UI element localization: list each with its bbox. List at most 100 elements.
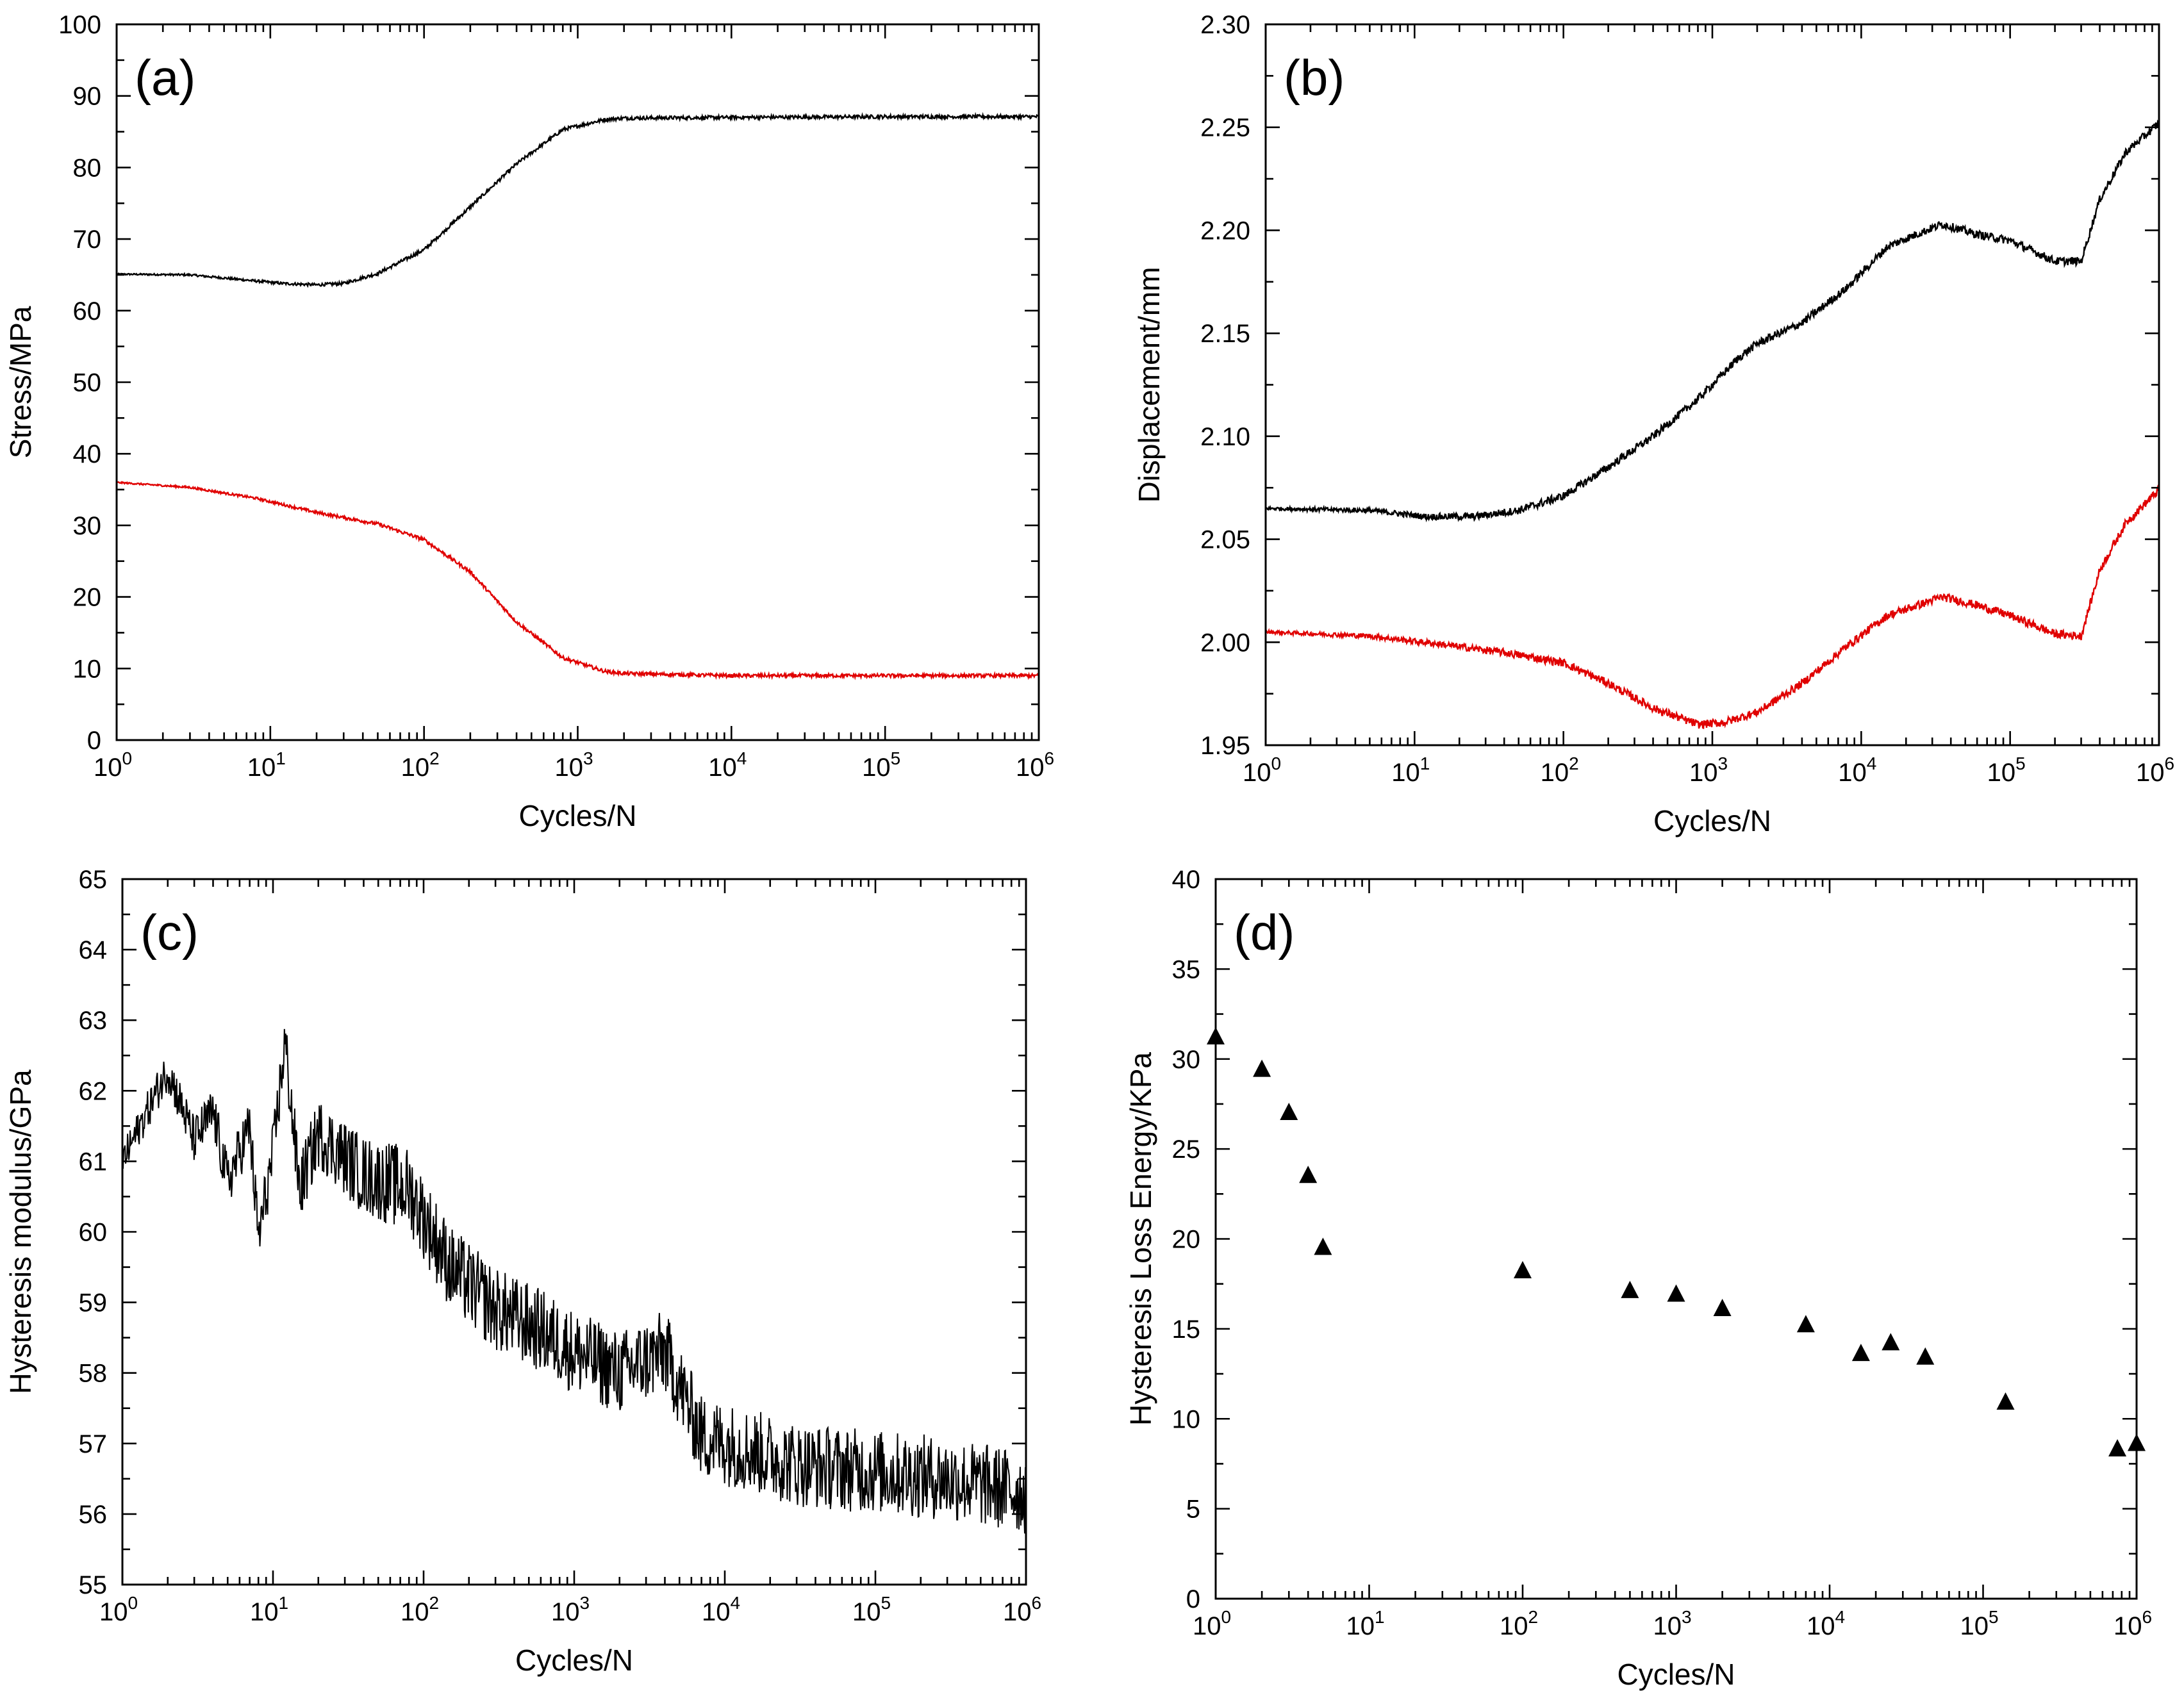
y-tick-label: 50 [73, 369, 102, 397]
x-tick-label: 106 [1003, 1593, 1041, 1626]
x-tick-label: 103 [1689, 754, 1728, 787]
x-tick-label: 106 [2136, 754, 2174, 787]
x-axis-label: Cycles/N [1653, 804, 1771, 837]
y-tick-label: 15 [1172, 1315, 1201, 1344]
x-tick-label: 104 [1807, 1607, 1845, 1640]
y-tick-label: 2.15 [1200, 320, 1250, 348]
y-tick-label: 59 [79, 1289, 108, 1317]
x-tick-label: 102 [1541, 754, 1579, 787]
x-tick-label: 100 [94, 748, 132, 782]
x-axis-label: Cycles/N [518, 799, 636, 832]
y-tick-label: 30 [73, 512, 102, 540]
y-tick-label: 5 [1186, 1496, 1200, 1524]
plot-frame [115, 23, 1040, 741]
y-tick-label: 61 [79, 1148, 108, 1176]
y-tick-label: 2.05 [1200, 526, 1250, 554]
x-tick-label: 103 [1653, 1607, 1691, 1640]
y-tick-label: 62 [79, 1077, 108, 1105]
panel-label: (b) [1284, 49, 1344, 106]
y-tick-label: 64 [79, 936, 108, 964]
y-tick-label: 55 [79, 1571, 108, 1599]
y-tick-label: 60 [73, 297, 102, 326]
x-axis-label: Cycles/N [1617, 1658, 1735, 1691]
y-tick-label: 2.10 [1200, 423, 1250, 451]
y-axis-label: Hysteresis Loss Energy/KPa [1124, 1052, 1157, 1426]
x-tick-label: 105 [862, 748, 900, 782]
y-tick-label: 40 [1172, 866, 1201, 894]
panel-label: (c) [140, 904, 199, 960]
data-point-13 [1916, 1347, 1935, 1365]
series-line-1 [1265, 119, 2160, 523]
data-point-9 [1713, 1298, 1732, 1316]
y-tick-label: 0 [87, 727, 101, 755]
x-tick-label: 105 [1960, 1607, 1998, 1640]
x-tick-label: 100 [99, 1593, 138, 1626]
data-point-12 [1882, 1333, 1900, 1351]
y-tick-label: 56 [79, 1501, 108, 1529]
plot-frame [1214, 878, 2138, 1600]
y-tick-label: 80 [73, 154, 102, 182]
y-axis-label: Displacement/mm [1132, 267, 1166, 502]
data-point-11 [1851, 1344, 1870, 1362]
series-line-2 [116, 481, 1039, 680]
y-tick-label: 20 [1172, 1226, 1201, 1254]
panel-label: (a) [135, 49, 195, 106]
x-tick-label: 101 [250, 1593, 288, 1626]
data-point-2 [1253, 1059, 1271, 1077]
data-point-15 [2108, 1438, 2127, 1456]
data-point-3 [1280, 1102, 1298, 1120]
y-tick-label: 10 [1172, 1405, 1201, 1433]
y-axis-label: Hysteresis modulus/GPa [4, 1069, 37, 1394]
series-line-2 [1264, 484, 2160, 730]
x-tick-label: 101 [1346, 1607, 1384, 1640]
y-tick-label: 0 [1186, 1585, 1200, 1613]
y-tick-label: 2.30 [1200, 11, 1250, 39]
data-point-6 [1514, 1261, 1532, 1279]
data-point-5 [1314, 1237, 1332, 1255]
panel-d: 100 101 102 103 104 105 106 0 5 10 15 20 25 30 35 40 Cyc… [1124, 866, 2152, 1691]
y-tick-label: 20 [73, 584, 102, 612]
x-tick-label: 106 [2114, 1607, 2152, 1640]
series-line-1 [122, 1028, 1027, 1534]
x-tick-label: 104 [708, 748, 747, 782]
data-point-8 [1667, 1284, 1685, 1302]
panel-b: 100 101 102 103 104 105 106 1.95 2.00 2.05 2.10 2.1… [1132, 11, 2174, 837]
y-tick-label: 65 [79, 866, 108, 894]
x-tick-label: 105 [852, 1593, 891, 1626]
series-line-1 [116, 111, 1039, 288]
x-tick-label: 100 [1243, 754, 1281, 787]
x-tick-label: 103 [551, 1593, 590, 1626]
x-tick-label: 104 [702, 1593, 740, 1626]
y-tick-label: 70 [73, 226, 102, 254]
y-axis-label: Stress/MPa [4, 306, 37, 458]
y-tick-label: 2.25 [1200, 114, 1250, 142]
panel-c: 100 101 102 103 104 105 106 55 56 57 58 59 60 61 62 63 6… [4, 866, 1041, 1677]
panel-label: (d) [1234, 904, 1295, 960]
y-tick-label: 63 [79, 1007, 108, 1035]
x-tick-label: 100 [1193, 1607, 1231, 1640]
y-tick-label: 30 [1172, 1046, 1201, 1074]
y-tick-label: 2.00 [1200, 629, 1250, 657]
y-tick-label: 35 [1172, 955, 1201, 984]
y-tick-label: 100 [58, 11, 101, 39]
data-point-10 [1796, 1315, 1815, 1333]
x-tick-label: 101 [247, 748, 286, 782]
x-tick-label: 102 [1500, 1607, 1538, 1640]
data-point-7 [1621, 1280, 1639, 1298]
y-tick-label: 10 [73, 655, 102, 683]
x-tick-label: 102 [401, 1593, 439, 1626]
x-axis-label: Cycles/N [515, 1644, 633, 1677]
y-tick-label: 2.20 [1200, 217, 1250, 245]
x-tick-label: 104 [1838, 754, 1876, 787]
y-tick-label: 58 [79, 1360, 108, 1388]
y-tick-label: 90 [73, 83, 102, 111]
data-point-4 [1299, 1166, 1318, 1183]
x-tick-label: 101 [1391, 754, 1430, 787]
panel-a: 100 101 102 103 104 105 106 0 10 20 30 40 50 60 70 80 90… [4, 11, 1054, 832]
y-tick-label: 25 [1172, 1135, 1201, 1164]
x-tick-label: 105 [1987, 754, 2026, 787]
y-tick-label: 57 [79, 1430, 108, 1458]
y-tick-label: 60 [79, 1219, 108, 1247]
x-tick-label: 103 [554, 748, 593, 782]
